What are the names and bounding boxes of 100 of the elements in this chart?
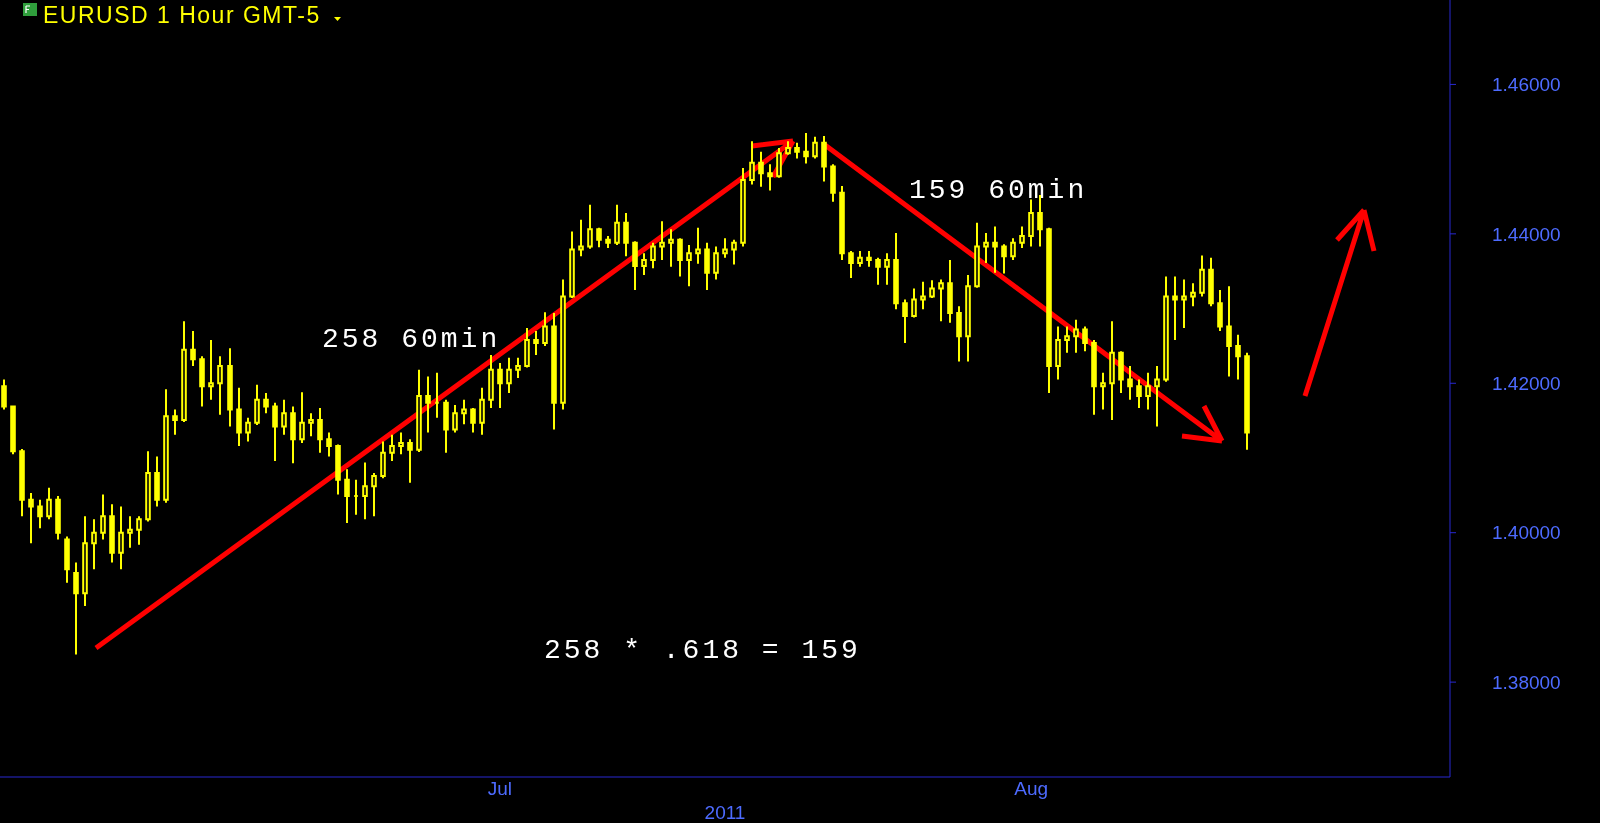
candlestick bbox=[227, 347, 233, 428]
candlestick bbox=[956, 305, 962, 363]
y-tick-label: 1.38000 bbox=[1492, 671, 1561, 693]
candlestick bbox=[1154, 365, 1160, 428]
candlestick bbox=[686, 244, 692, 288]
x-tick-label: Aug bbox=[1014, 778, 1049, 799]
candlestick bbox=[677, 237, 683, 278]
candlestick bbox=[1172, 275, 1178, 341]
candlestick bbox=[650, 241, 656, 270]
candlestick bbox=[497, 362, 503, 409]
candlestick bbox=[875, 256, 881, 286]
annotation: 159 60min bbox=[909, 175, 1088, 206]
candlestick bbox=[19, 448, 25, 518]
candlestick bbox=[281, 398, 287, 436]
candlestick bbox=[299, 391, 305, 445]
candlestick bbox=[407, 438, 413, 484]
candlestick bbox=[344, 468, 350, 524]
candlestick bbox=[821, 134, 827, 183]
candlestick bbox=[812, 135, 818, 160]
candlestick bbox=[722, 237, 728, 259]
candlestick bbox=[1208, 256, 1214, 308]
candlestick bbox=[1226, 285, 1232, 378]
candlestick bbox=[1064, 325, 1070, 354]
candlestick bbox=[542, 311, 548, 347]
candlestick bbox=[389, 433, 395, 462]
candlestick bbox=[1019, 225, 1025, 250]
candlestick bbox=[1118, 350, 1124, 394]
x-axis-title: 2011 bbox=[704, 802, 746, 823]
candlestick bbox=[326, 431, 332, 458]
candlestick bbox=[37, 498, 43, 530]
candlestick bbox=[965, 273, 971, 363]
candlestick bbox=[217, 355, 223, 416]
candlestick bbox=[199, 355, 205, 408]
candlestick bbox=[181, 320, 187, 424]
candlestick bbox=[488, 353, 494, 409]
candlestick bbox=[767, 163, 773, 192]
candlestick bbox=[335, 443, 341, 496]
x-tick-label: Jul bbox=[487, 778, 512, 799]
candlestick bbox=[443, 398, 449, 454]
candlestick bbox=[1010, 237, 1016, 261]
candlestick bbox=[425, 375, 431, 434]
candlestick bbox=[380, 440, 386, 480]
candlestick bbox=[109, 503, 115, 564]
candlestick bbox=[353, 478, 359, 516]
candlestick bbox=[920, 280, 926, 311]
candlestick bbox=[1055, 325, 1061, 381]
candlestick bbox=[614, 203, 620, 247]
candlestick bbox=[668, 228, 674, 268]
candlestick bbox=[884, 252, 890, 286]
candlestick bbox=[524, 326, 530, 369]
candlestick bbox=[983, 232, 989, 264]
candlestick bbox=[857, 250, 863, 268]
candlestick bbox=[245, 416, 251, 443]
candlestick bbox=[641, 252, 647, 276]
candlestick bbox=[1100, 371, 1106, 411]
candlestick bbox=[1244, 351, 1250, 451]
candlestick bbox=[776, 146, 782, 179]
candlestick bbox=[208, 338, 214, 401]
candlestick bbox=[533, 329, 539, 356]
candlestick bbox=[1136, 378, 1142, 409]
candlestick bbox=[902, 298, 908, 344]
candlestick bbox=[893, 232, 899, 311]
candlestick bbox=[974, 221, 980, 289]
candlestick bbox=[1, 378, 7, 411]
candlestick bbox=[1091, 338, 1097, 416]
candlestick bbox=[866, 250, 872, 268]
candlestick bbox=[272, 401, 278, 462]
candlestick bbox=[1145, 371, 1151, 411]
candlestick bbox=[587, 203, 593, 250]
candlestick bbox=[55, 495, 61, 541]
candlestick bbox=[10, 404, 16, 456]
y-tick-label: 1.44000 bbox=[1492, 223, 1561, 245]
candlestick bbox=[73, 561, 79, 656]
candlestick bbox=[569, 230, 575, 300]
candlestick bbox=[290, 405, 296, 465]
candlestick bbox=[416, 368, 422, 453]
candlestick bbox=[515, 356, 521, 380]
candlestick bbox=[749, 140, 755, 186]
candlestick bbox=[785, 140, 791, 156]
y-tick-label: 1.40000 bbox=[1492, 522, 1561, 544]
candlestick bbox=[1127, 365, 1133, 401]
candlestick bbox=[596, 226, 602, 249]
candlestick bbox=[731, 238, 737, 266]
annotation: 258 * .618 = 159 bbox=[544, 635, 861, 666]
candlestick bbox=[470, 406, 476, 434]
y-tick-label: 1.42000 bbox=[1492, 373, 1561, 395]
candlestick bbox=[362, 461, 368, 521]
candlestick bbox=[632, 240, 638, 291]
candlestick bbox=[713, 245, 719, 281]
candlestick bbox=[263, 391, 269, 415]
candlestick bbox=[64, 535, 70, 584]
chart-title: EURUSD 1 Hour GMT-5 bbox=[43, 2, 321, 28]
candlestick bbox=[163, 388, 169, 504]
candlestick bbox=[1028, 198, 1034, 248]
candlestick bbox=[1190, 282, 1196, 308]
candlestick bbox=[172, 408, 178, 436]
candlestick bbox=[28, 492, 34, 545]
candlestick bbox=[659, 220, 665, 261]
candlestick bbox=[740, 167, 746, 248]
candlestick bbox=[911, 287, 917, 319]
